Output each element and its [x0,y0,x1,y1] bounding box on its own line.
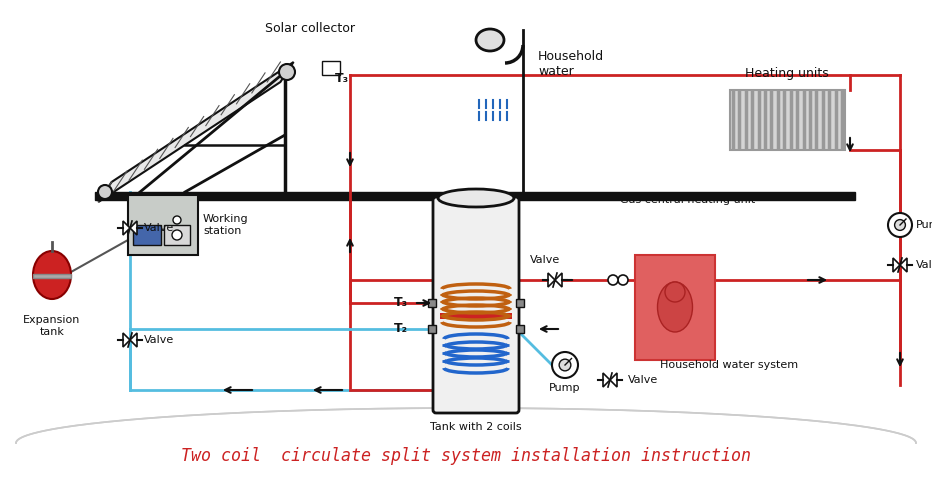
Text: Valve: Valve [144,223,174,233]
Polygon shape [99,62,294,202]
Bar [730,90,845,150]
Circle shape [279,64,295,80]
Bar [322,61,340,75]
Circle shape [559,359,570,371]
Polygon shape [130,221,137,235]
Text: Pump: Pump [916,220,932,230]
Polygon shape [610,373,617,387]
Text: Two coil  circulate split system installation instruction: Two coil circulate split system installa… [181,447,751,465]
Bar [516,325,524,333]
Circle shape [172,230,182,240]
Bar [440,200,512,288]
Bar [440,313,512,319]
Bar [95,192,855,200]
Text: Pump: Pump [549,383,581,393]
Polygon shape [603,373,610,387]
Ellipse shape [657,282,692,332]
Polygon shape [130,333,137,347]
Bar [516,299,524,307]
Polygon shape [900,258,907,272]
Bar [440,288,512,319]
Circle shape [173,216,181,224]
Circle shape [552,352,578,378]
Text: T₃: T₃ [394,297,408,309]
Bar [440,319,512,405]
Ellipse shape [33,251,71,299]
Bar [164,225,190,245]
Bar [428,299,436,307]
Circle shape [618,275,628,285]
Text: Heating units: Heating units [745,67,829,80]
Ellipse shape [438,189,514,207]
Text: Gas central heating unit: Gas central heating unit [620,195,755,205]
Text: T₂: T₂ [394,323,408,336]
Bar [133,225,161,245]
Text: Valve: Valve [916,260,932,270]
Text: Expansion
tank: Expansion tank [23,315,81,337]
Text: Household
water: Household water [538,50,604,78]
Bar [33,274,71,278]
Bar [635,255,715,360]
Circle shape [608,275,618,285]
Polygon shape [123,333,130,347]
Bar [428,325,436,333]
Text: Tank with 2 coils: Tank with 2 coils [431,422,522,432]
Circle shape [888,213,912,237]
Polygon shape [123,221,130,235]
Ellipse shape [476,29,504,51]
Text: Household water system: Household water system [660,360,798,370]
Circle shape [895,220,905,230]
Text: T₃: T₃ [335,72,350,85]
Polygon shape [893,258,900,272]
Text: Valve: Valve [530,255,560,265]
Text: Working
station: Working station [203,214,249,236]
Circle shape [98,185,112,199]
Text: Valve: Valve [628,375,658,385]
Text: Solar collector: Solar collector [265,22,355,35]
Polygon shape [548,273,555,287]
Bar [128,195,198,255]
Text: Valve: Valve [144,335,174,345]
FancyBboxPatch shape [433,197,519,413]
Circle shape [665,282,685,302]
Polygon shape [555,273,562,287]
